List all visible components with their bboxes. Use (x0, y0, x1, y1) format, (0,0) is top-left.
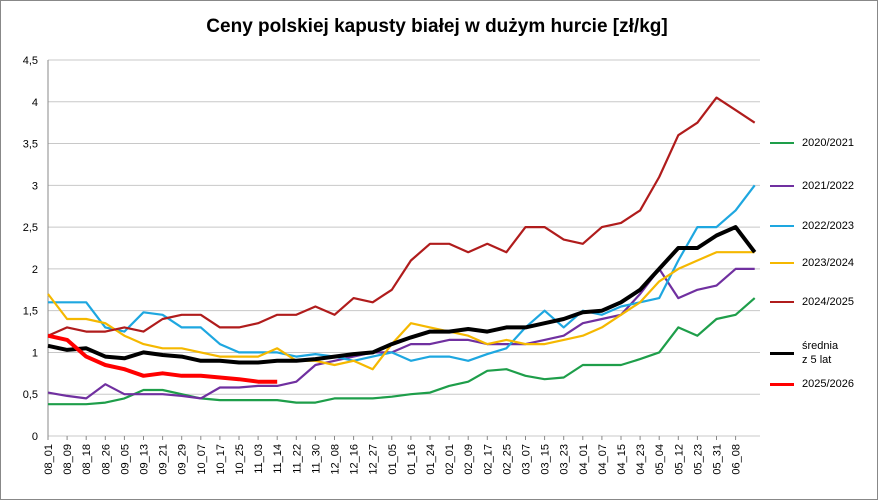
legend-swatch (770, 142, 794, 144)
legend-entry: 2021/2022 (770, 179, 862, 193)
x-tick-label: 02_09 (463, 444, 475, 475)
series-line (47, 225, 757, 365)
y-tick-label: 0,5 (23, 389, 38, 401)
x-tick-label: 09_21 (158, 444, 170, 475)
legend-label: 2020/2021 (802, 137, 854, 149)
legend-label: 2024/2025 (802, 296, 854, 308)
x-tick-label: 12_27 (368, 444, 380, 475)
x-tick-label: 06_08 (731, 444, 743, 475)
legend-label: średnia z 5 lat (802, 340, 839, 366)
x-tick-label: 09_29 (177, 444, 189, 475)
x-tick-label: 04_23 (635, 444, 647, 475)
series-line (48, 297, 756, 406)
x-tick-label: 05_12 (673, 444, 685, 475)
legend-entry: średnia z 5 lat (770, 339, 846, 367)
y-tick-label: 3,5 (23, 139, 38, 151)
x-tick-label: 11_22 (291, 444, 303, 474)
x-tick-label: 04_07 (597, 444, 609, 475)
series-line (47, 333, 278, 384)
x-tick-label: 08_26 (100, 444, 112, 475)
x-tick-label: 05_31 (712, 444, 724, 475)
legend-label: 2021/2022 (802, 180, 854, 192)
legend-label: 2025/2026 (802, 378, 854, 390)
x-tick-label: 11_30 (310, 444, 322, 474)
x-tick-label: 09_05 (119, 444, 131, 475)
y-tick-label: 2 (32, 264, 38, 276)
x-tick-label: 01_05 (387, 444, 399, 475)
legend-swatch (770, 262, 794, 264)
y-tick-label: 0 (32, 431, 38, 443)
x-tick-label: 01_16 (406, 444, 418, 475)
x-tick-label: 11_03 (253, 444, 265, 474)
x-tick-label: 08_09 (62, 444, 74, 475)
x-tick-label: 12_08 (330, 444, 342, 475)
legend-swatch (770, 225, 794, 227)
legend-swatch (770, 301, 794, 303)
y-tick-label: 2,5 (23, 222, 38, 234)
x-tick-label: 03_07 (521, 444, 533, 475)
legend-swatch (770, 351, 794, 355)
x-tick-label: 04_15 (616, 444, 628, 475)
x-tick-label: 10_25 (234, 444, 246, 475)
x-tick-label: 09_13 (139, 444, 151, 475)
legend-entry: 2022/2023 (770, 219, 862, 233)
legend-entry: 2023/2024 (770, 256, 862, 270)
legend-swatch (770, 382, 794, 386)
x-tick-label: 11_14 (272, 444, 284, 474)
series-line (48, 184, 756, 362)
x-tick-label: 08_01 (43, 444, 55, 475)
x-tick-label: 03_23 (559, 444, 571, 475)
y-tick-label: 4,5 (23, 55, 38, 67)
y-tick-label: 1 (32, 347, 38, 359)
y-tick-label: 3 (32, 180, 38, 192)
x-tick-label: 04_01 (578, 444, 590, 475)
x-tick-label: 02_01 (444, 444, 456, 475)
y-tick-label: 1,5 (23, 306, 38, 318)
series-line (47, 96, 756, 337)
x-tick-label: 08_18 (81, 444, 93, 475)
legend-swatch (770, 185, 794, 187)
x-tick-label: 12_16 (349, 444, 361, 475)
legend-entry: 2024/2025 (770, 295, 862, 309)
series-line (47, 267, 755, 400)
x-tick-label: 02_17 (482, 444, 494, 475)
y-tick-label: 4 (32, 97, 38, 109)
x-tick-label: 05_23 (692, 444, 704, 475)
legend-label: 2023/2024 (802, 257, 854, 269)
x-tick-label: 02_25 (501, 444, 513, 475)
x-tick-label: 10_17 (215, 444, 227, 475)
x-tick-label: 10_07 (196, 444, 208, 475)
legend-label: 2022/2023 (802, 220, 854, 232)
legend-entry: 2020/2021 (770, 136, 862, 150)
x-tick-label: 05_04 (654, 444, 666, 475)
x-tick-label: 01_24 (425, 444, 437, 475)
x-tick-label: 03_15 (540, 444, 552, 475)
legend-entry: 2025/2026 (770, 377, 862, 391)
chart-title: Ceny polskiej kapusty białej w dużym hur… (206, 16, 667, 37)
series-line (47, 251, 755, 371)
